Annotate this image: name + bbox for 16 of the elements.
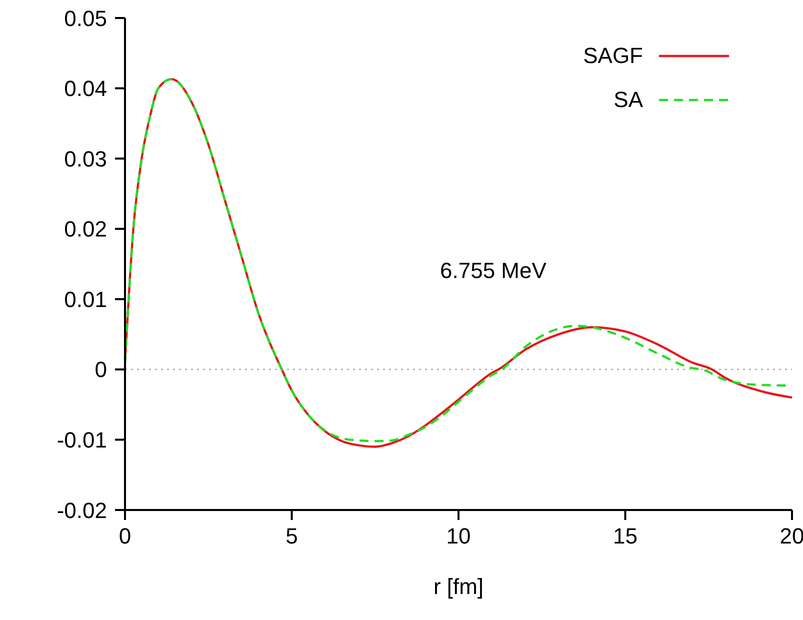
annotation: 6.755 MeV: [440, 258, 546, 284]
y-tick-label: -0.01: [56, 428, 107, 453]
x-axis-title: r [fm]: [433, 574, 484, 599]
x-tick-label: 5: [286, 524, 298, 549]
y-tick-label: 0.01: [64, 286, 107, 312]
y-tick-label: 0.04: [64, 76, 107, 102]
legend-label: SA: [614, 87, 643, 113]
legend-label: SAGF: [583, 43, 643, 69]
y-tick-label: -0.02: [56, 498, 107, 523]
y-tick-label: 0.03: [64, 146, 107, 172]
x-tick-label: 10: [446, 524, 471, 549]
x-tick-label: 0: [118, 524, 132, 549]
y-tick-label: 0: [94, 357, 107, 382]
y-tick-label: 0.05: [64, 6, 107, 31]
x-tick-label: 15: [613, 524, 638, 549]
y-tick-label: 0.02: [64, 216, 107, 242]
